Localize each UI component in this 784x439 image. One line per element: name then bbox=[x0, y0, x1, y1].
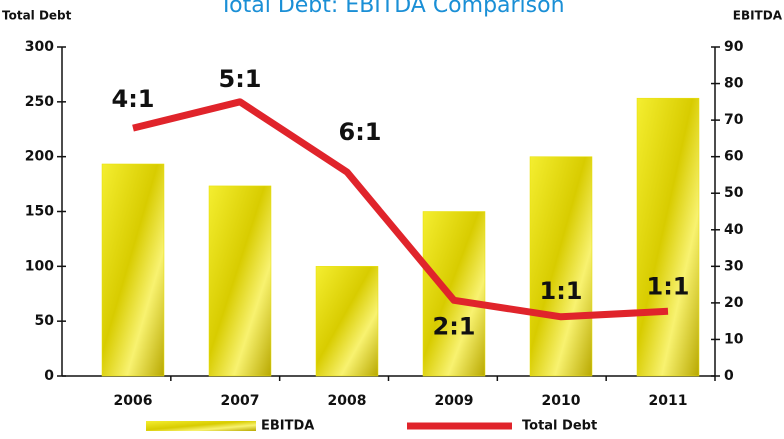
y2-tick-label: 90 bbox=[724, 39, 744, 55]
legend-swatch bbox=[146, 421, 256, 431]
y2-tick-label: 60 bbox=[724, 149, 744, 165]
y-tick-label: 200 bbox=[25, 149, 54, 165]
annotation: 1:1 bbox=[540, 277, 583, 305]
x-tick-label: 2007 bbox=[221, 393, 260, 409]
bar bbox=[422, 211, 486, 377]
annotation: 1:1 bbox=[647, 272, 690, 300]
y-tick-label: 0 bbox=[44, 368, 54, 384]
legend-label: Total Debt bbox=[522, 419, 597, 434]
x-tick-label: 2009 bbox=[435, 393, 474, 409]
legend-label: EBITDA bbox=[261, 419, 314, 434]
x-tick-label: 2011 bbox=[649, 393, 688, 409]
bar bbox=[208, 185, 272, 377]
y2-tick-label: 20 bbox=[724, 295, 744, 311]
y2-tick-label: 50 bbox=[724, 185, 744, 201]
y2-tick-label: 80 bbox=[724, 76, 744, 92]
x-tick-label: 2008 bbox=[328, 393, 367, 409]
y2-tick-label: 40 bbox=[724, 222, 744, 238]
annotation: 5:1 bbox=[219, 65, 262, 93]
annotation: 4:1 bbox=[112, 85, 155, 113]
bar bbox=[529, 156, 593, 377]
y-tick-label: 150 bbox=[25, 204, 54, 220]
bar bbox=[636, 97, 700, 377]
y-axis-title: Total Debt bbox=[2, 9, 72, 23]
y-tick-label: 100 bbox=[25, 258, 54, 274]
y2-axis-title: EBITDA bbox=[733, 9, 783, 23]
bar bbox=[315, 266, 379, 377]
y2-tick-label: 0 bbox=[724, 368, 734, 384]
annotation: 2:1 bbox=[433, 312, 476, 340]
annotation: 6:1 bbox=[339, 118, 382, 146]
y-tick-label: 300 bbox=[25, 39, 54, 55]
x-tick-label: 2006 bbox=[114, 393, 153, 409]
y2-tick-label: 70 bbox=[724, 112, 744, 128]
line bbox=[132, 98, 669, 321]
y-tick-label: 50 bbox=[35, 313, 55, 329]
x-tick-label: 2010 bbox=[542, 393, 581, 409]
y2-tick-label: 30 bbox=[724, 258, 744, 274]
bar bbox=[101, 163, 165, 377]
y2-tick-label: 10 bbox=[724, 331, 744, 347]
chart-title: Total Debt: EBITDA Comparison bbox=[218, 0, 564, 18]
y-tick-label: 250 bbox=[25, 94, 54, 110]
